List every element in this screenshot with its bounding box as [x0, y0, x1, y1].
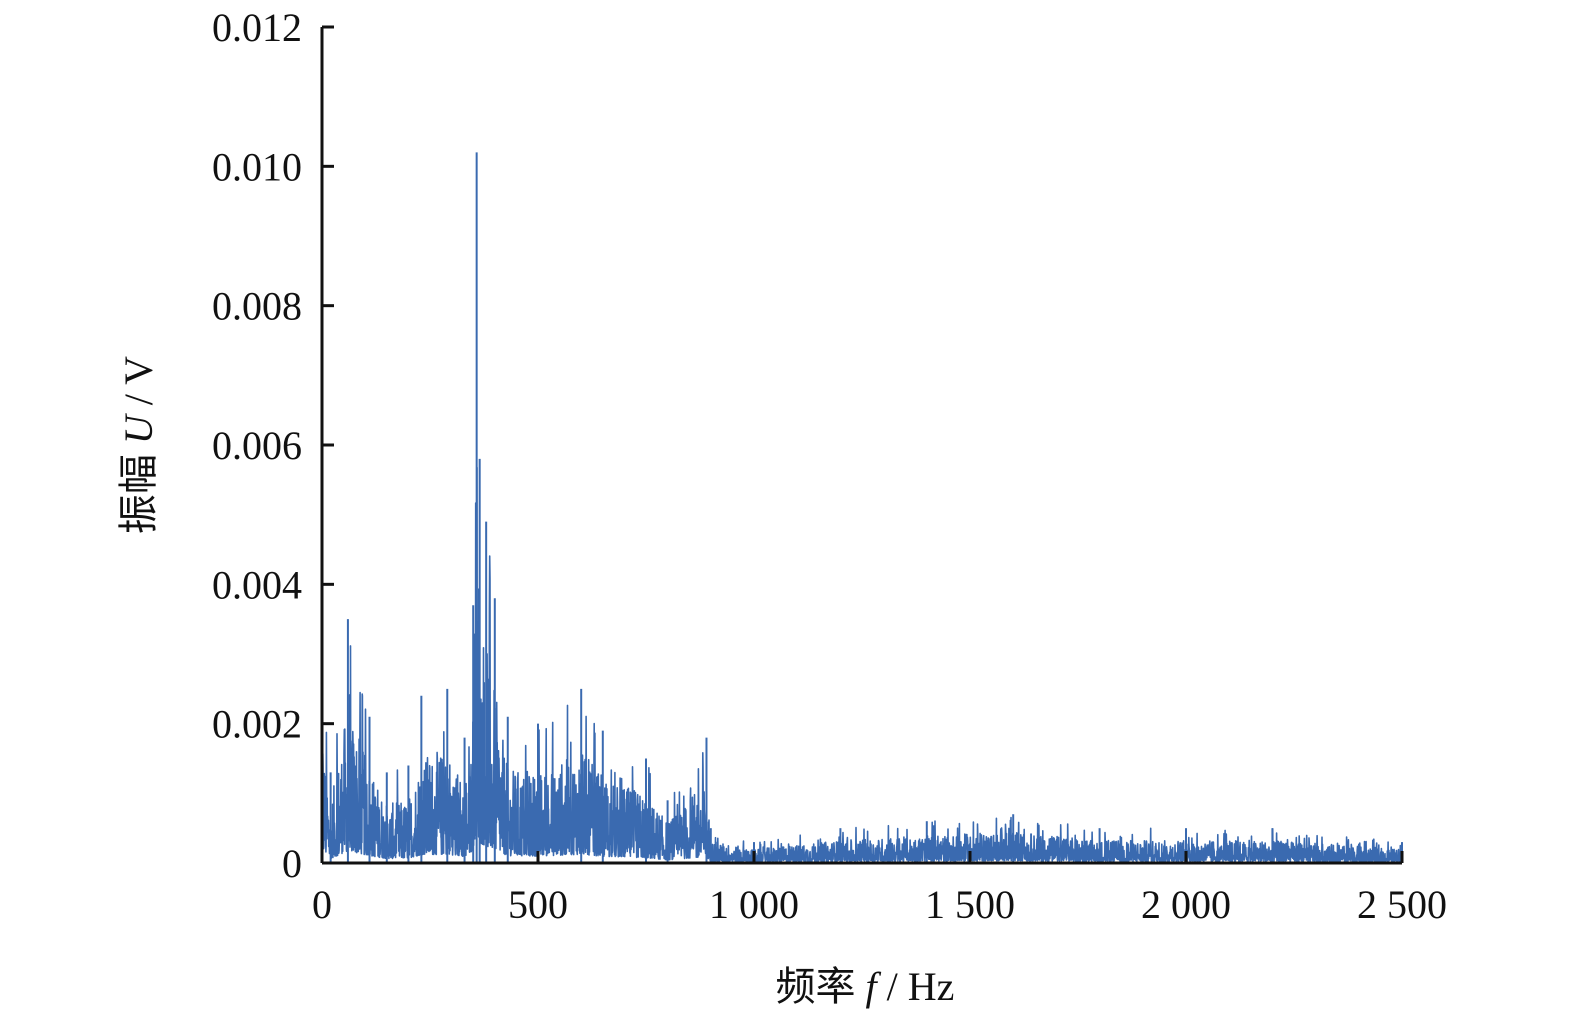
- x-tick-label: 2 000: [1141, 882, 1231, 927]
- y-tick-label: 0.004: [212, 562, 302, 607]
- y-tick-label: 0: [282, 841, 302, 886]
- y-tick-label: 0.010: [212, 144, 302, 189]
- x-tick-label: 2 500: [1357, 882, 1447, 927]
- x-tick-label: 1 500: [925, 882, 1015, 927]
- y-tick-label: 0.006: [212, 423, 302, 468]
- spectrum-series-line: [321, 466, 1403, 863]
- y-axis-ticks: 0 0.002 0.004 0.006 0.008 0.010 0.012: [212, 5, 334, 886]
- x-axis-ticks: 0 500 1 000 1 500 2 000 2 500: [312, 851, 1447, 927]
- y-tick-label: 0.008: [212, 284, 302, 329]
- x-axis-title: 频率 f / Hz: [776, 964, 955, 1009]
- y-tick-label: 0.012: [212, 5, 302, 50]
- y-axis-title: 振幅 U / V: [116, 356, 161, 534]
- series-layer: [321, 152, 1403, 863]
- x-tick-label: 0: [312, 882, 332, 927]
- y-tick-label: 0.002: [212, 702, 302, 747]
- x-tick-label: 500: [508, 882, 568, 927]
- x-tick-label: 1 000: [709, 882, 799, 927]
